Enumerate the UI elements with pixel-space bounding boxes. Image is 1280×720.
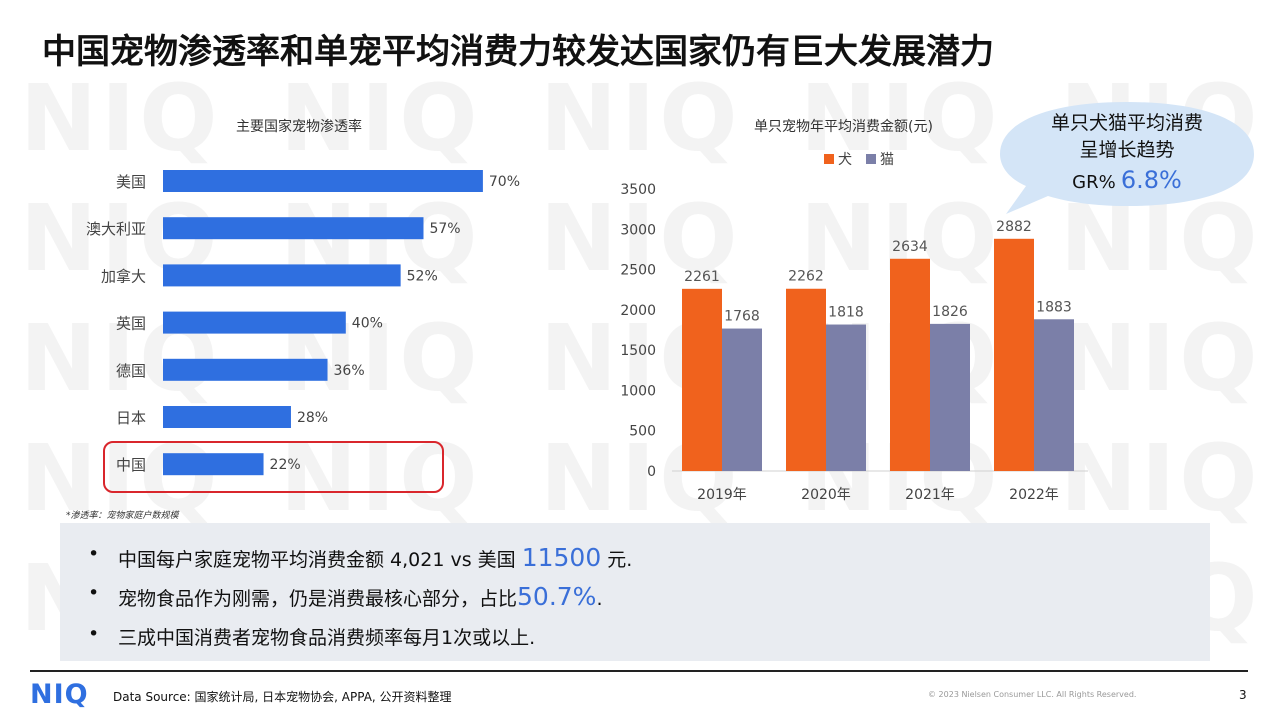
penetration-bar — [163, 217, 424, 240]
footer-divider — [30, 670, 1248, 672]
spending-bar — [826, 324, 866, 471]
x-tick-label: 2019年 — [697, 487, 747, 503]
value-label: 52% — [407, 268, 438, 284]
spending-bar — [890, 258, 930, 471]
bar-value-label: 1768 — [724, 309, 760, 325]
bar-value-label: 1883 — [1036, 299, 1072, 315]
bar-value-label: 2882 — [996, 219, 1032, 235]
finding-highlight: 50.7% — [517, 582, 597, 611]
category-label: 中国 — [116, 456, 146, 474]
value-label: 36% — [334, 363, 365, 379]
spending-bar — [786, 288, 826, 471]
x-tick-label: 2021年 — [905, 487, 955, 503]
bar-value-label: 1826 — [932, 304, 968, 320]
spending-bar-chart: 0 500 1000 1500 2000 2500 3000 3500 犬 猫 2261 1768 20… — [620, 152, 1088, 503]
key-findings-panel: • 中国每户家庭宠物平均消费金额 4,021 vs 美国 11500 元. • … — [60, 523, 1210, 661]
speech-bubble-shape — [1000, 102, 1254, 214]
bar-value-label: 1818 — [828, 305, 864, 321]
y-tick-label: 3000 — [620, 222, 656, 238]
y-tick-label: 0 — [647, 464, 656, 480]
x-tick-label: 2022年 — [1009, 487, 1059, 503]
finding-text: 中国每户家庭宠物平均消费金额 4,021 vs 美国 — [118, 549, 522, 571]
callout-growth-rate: GR% 6.8% — [998, 166, 1256, 194]
category-label: 美国 — [116, 173, 146, 191]
y-tick-label: 3500 — [620, 182, 656, 198]
finding-text: 三成中国消费者宠物食品消费频率每月1次或以上. — [118, 627, 536, 649]
value-label: 40% — [352, 316, 383, 332]
penetration-bar — [163, 170, 483, 192]
spending-bar — [682, 288, 722, 471]
china-highlight-box — [103, 441, 444, 493]
category-label: 德国 — [116, 362, 146, 380]
spending-bar — [722, 328, 762, 471]
value-label: 57% — [429, 221, 460, 237]
value-label: 28% — [297, 410, 328, 426]
spending-chart-title: 单只宠物年平均消费金额(元) — [754, 119, 933, 135]
finding-suffix: 元. — [601, 549, 633, 571]
penetration-bar-chart: 美国 70% 澳大利亚 57% 加拿大 52% 英国 40% 德国 36% 日本 28% 中国 22% — [86, 170, 520, 476]
category-label: 加拿大 — [101, 267, 146, 285]
y-tick-label: 2000 — [620, 303, 656, 319]
bullet: • — [88, 582, 100, 604]
data-source: Data Source: 国家统计局, 日本宠物协会, APPA, 公开资料整理 — [113, 690, 452, 704]
legend-swatch — [824, 154, 834, 164]
penetration-bar — [163, 311, 346, 334]
legend-label: 猫 — [880, 152, 894, 168]
bullet: • — [88, 623, 100, 645]
penetration-footnote: *渗透率：宠物家庭户数规模 — [66, 511, 179, 521]
spending-bar — [1034, 319, 1074, 471]
bar-value-label: 2261 — [684, 269, 720, 285]
page-number: 3 — [1239, 688, 1247, 702]
bar-value-label: 2262 — [788, 269, 824, 285]
growth-rate-value: 6.8% — [1120, 166, 1182, 194]
penetration-bar — [163, 264, 401, 287]
x-tick-label: 2020年 — [801, 487, 851, 503]
growth-rate-label: GR% — [1072, 172, 1116, 193]
bar-value-label: 2634 — [892, 239, 928, 255]
callout-line-1: 单只犬猫平均消费 — [1050, 112, 1203, 134]
y-tick-label: 2500 — [620, 263, 656, 279]
finding-text: 宠物食品作为刚需，仍是消费最核心部分，占比 — [118, 588, 518, 610]
finding-suffix: . — [596, 588, 603, 610]
category-label: 日本 — [116, 409, 146, 427]
category-label: 澳大利亚 — [86, 220, 146, 238]
y-tick-label: 1500 — [620, 343, 656, 359]
copyright-notice: © 2023 Nielsen Consumer LLC. All Rights … — [928, 690, 1137, 699]
value-label: 70% — [489, 174, 520, 190]
finding-highlight: 11500 — [521, 543, 602, 572]
growth-callout-bubble: 单只犬猫平均消费 呈增长趋势 GR% 6.8% — [998, 98, 1256, 214]
penetration-bar — [163, 358, 328, 381]
penetration-chart-title: 主要国家宠物渗透率 — [236, 119, 362, 135]
niq-logo: NIQ — [30, 679, 89, 710]
spending-bar — [994, 238, 1034, 471]
legend-label: 犬 — [838, 152, 852, 168]
penetration-bar — [163, 406, 291, 428]
y-tick-label: 1000 — [620, 383, 656, 399]
slide-title: 中国宠物渗透率和单宠平均消费力较发达国家仍有巨大发展潜力 — [42, 32, 994, 72]
callout-line-2: 呈增长趋势 — [1079, 139, 1175, 161]
y-tick-label: 500 — [629, 424, 656, 440]
spending-bar — [930, 323, 970, 471]
category-label: 英国 — [116, 315, 146, 333]
value-label: 22% — [270, 457, 301, 473]
penetration-bar — [163, 453, 264, 476]
legend-swatch — [866, 154, 876, 164]
bullet: • — [88, 543, 100, 565]
